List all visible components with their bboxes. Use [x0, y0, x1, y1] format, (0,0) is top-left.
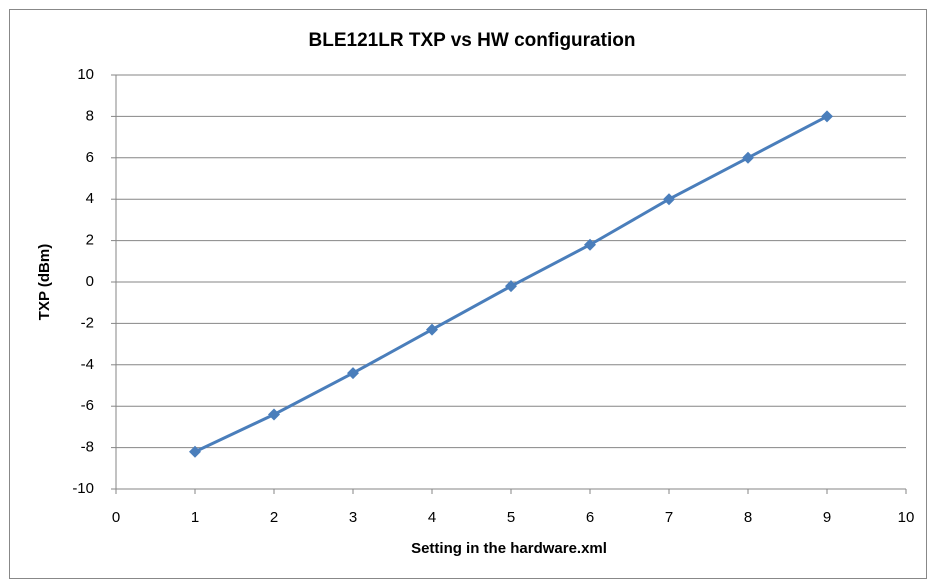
x-tick-label: 6	[586, 509, 594, 526]
x-tick-label: 2	[270, 509, 278, 526]
y-tick-label: -8	[81, 439, 94, 456]
y-tick-label: 6	[86, 149, 94, 166]
x-tick-label: 4	[428, 509, 436, 526]
x-tick-label: 1	[191, 509, 199, 526]
data-point	[189, 445, 201, 458]
y-tick-label: 8	[86, 107, 94, 124]
y-tick-label: 2	[86, 232, 94, 249]
data-point	[347, 367, 359, 380]
y-axis-title: TXP (dBm)	[36, 244, 53, 320]
y-tick-label: -4	[81, 356, 94, 373]
y-tick-label: 10	[77, 66, 94, 83]
data-point	[663, 193, 675, 206]
x-tick-label: 7	[665, 509, 673, 526]
data-point	[584, 238, 596, 251]
y-tick-label: 0	[86, 273, 94, 290]
chart-frame	[9, 9, 927, 579]
chart-title: BLE121LR TXP vs HW configuration	[309, 30, 636, 51]
y-tick-label: -10	[72, 480, 94, 497]
data-point	[426, 323, 438, 336]
data-point	[821, 110, 833, 123]
x-tick-label: 8	[744, 509, 752, 526]
y-tick-label: -2	[81, 314, 94, 331]
y-tick-label: 4	[86, 190, 94, 207]
x-tick-label: 5	[507, 509, 515, 526]
data-point	[742, 151, 754, 164]
y-tick-label: -6	[81, 397, 94, 414]
data-point	[505, 280, 517, 293]
x-tick-label: 3	[349, 509, 357, 526]
x-tick-label: 0	[112, 509, 120, 526]
x-tick-label: 9	[823, 509, 831, 526]
data-point	[268, 408, 280, 421]
x-tick-label: 10	[898, 509, 915, 526]
x-axis-title: Setting in the hardware.xml	[411, 540, 607, 557]
